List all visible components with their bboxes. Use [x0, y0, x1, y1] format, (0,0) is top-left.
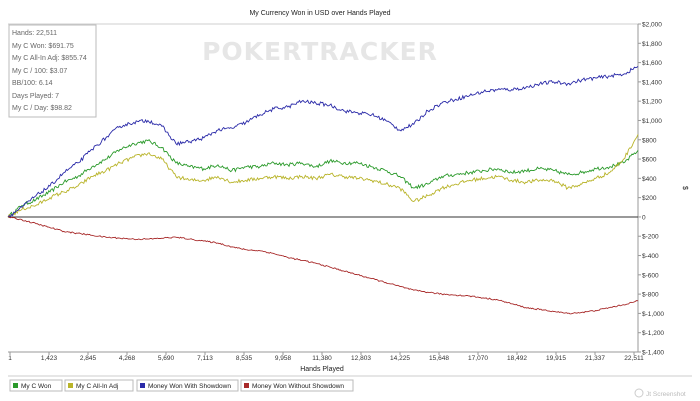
stat-bb-100: BB/100: 6.14 — [12, 80, 53, 87]
plot-frame — [8, 23, 639, 353]
x-tick-label: 12,803 — [351, 355, 371, 362]
stats-box: Hands: 22,511 My C Won: $691.75 My C All… — [8, 24, 97, 118]
y-tick-label: $-400 — [642, 253, 659, 260]
legend-item-my-c-all-in-adj[interactable]: My C All-In Adj — [64, 379, 134, 392]
y-tick-label: $800 — [642, 137, 657, 144]
y-tick-label: $400 — [642, 176, 657, 183]
svg-text:POKERTRACKER: POKERTRACKER — [202, 37, 438, 66]
stat-hands: Hands: 22,511 — [12, 30, 57, 37]
x-tick-label: 22,511 — [624, 355, 644, 362]
svg-text:Jt Screenshot: Jt Screenshot — [646, 391, 686, 398]
y-tick-label: $1,800 — [642, 41, 662, 48]
x-axis-label: Hands Played — [300, 366, 344, 373]
legend-swatch — [68, 383, 73, 388]
stat-won: My C Won: $691.75 — [12, 43, 74, 50]
legend-item-money-won-with-showdown[interactable]: Money Won With Showdown — [136, 379, 239, 392]
x-tick-label: 15,648 — [429, 355, 449, 362]
legend-label: Money Won With Showdown — [148, 383, 231, 390]
legend-label: My C All-In Adj — [76, 383, 118, 390]
x-tick-label: 19,915 — [546, 355, 566, 362]
x-tick-label: 1 — [8, 355, 12, 362]
y-tick-label: $1,400 — [642, 79, 662, 86]
x-tick-label: 17,070 — [468, 355, 488, 362]
legend-label: Money Won Without Showdown — [252, 383, 344, 390]
legend-item-money-won-without-showdown[interactable]: Money Won Without Showdown — [240, 379, 354, 392]
x-tick-label: 2,845 — [80, 355, 97, 362]
series-lines — [7, 66, 639, 315]
x-tick-label: 9,958 — [275, 355, 292, 362]
y-tick-label: $600 — [642, 157, 657, 164]
y-tick-label: $-1,200 — [642, 330, 664, 337]
x-axis: 1 1,423 2,845 4,268 5,690 7,113 8,535 9,958 11,3… — [8, 352, 644, 362]
y-tick-label: $200 — [642, 195, 657, 202]
x-tick-label: 7,113 — [197, 355, 213, 362]
stat-per-100: My C / 100: $3.07 — [12, 68, 67, 75]
series-line-money-won-with-showdown — [7, 66, 639, 218]
x-tick-label: 1,423 — [41, 355, 58, 362]
x-tick-label: 21,337 — [585, 355, 605, 362]
stat-days-played: Days Played: 7 — [12, 93, 59, 100]
legend: My C Won My C All-In Adj Money Won With … — [8, 375, 692, 392]
y-tick-label: $-200 — [642, 234, 659, 241]
y-tick-label: $-1,400 — [642, 350, 664, 357]
legend-swatch — [140, 383, 145, 388]
x-tick-label: 11,380 — [312, 355, 332, 362]
series-line-my-c-won — [7, 139, 639, 219]
pokertracker-logo: POKERTRACKER — [202, 37, 438, 66]
y-tick-label: $1,200 — [642, 99, 662, 106]
y-tick-label: 0 — [642, 214, 646, 221]
y-tick-label: $-600 — [642, 272, 659, 279]
stat-per-day: My C / Day: $98.82 — [12, 105, 72, 112]
watermark: Jt Screenshot — [634, 388, 686, 398]
y-tick-label: $1,600 — [642, 60, 662, 67]
x-tick-label: 18,492 — [507, 355, 527, 362]
y-tick-label: $2,000 — [642, 22, 662, 29]
legend-swatch — [244, 383, 249, 388]
series-line-money-won-without-showdown — [7, 216, 639, 315]
y-tick-label: $1,000 — [642, 118, 662, 125]
x-tick-label: 5,690 — [158, 355, 175, 362]
y-tick-label: $-1,000 — [642, 311, 664, 318]
y-axis-label: $ — [681, 186, 688, 190]
legend-label: My C Won — [21, 383, 52, 390]
stat-allin-adj: My C All-In Adj: $855.74 — [12, 55, 87, 62]
legend-swatch — [13, 383, 18, 388]
y-axis: $2,000 $1,800 $1,600 $1,400 $1,200 $1,000 $800… — [638, 22, 664, 357]
x-tick-label: 14,225 — [390, 355, 410, 362]
x-tick-label: 4,268 — [119, 355, 136, 362]
y-tick-label: $-800 — [642, 292, 659, 299]
x-tick-label: 8,535 — [236, 355, 253, 362]
series-line-my-c-all-in-adj — [7, 134, 639, 218]
legend-item-my-c-won[interactable]: My C Won — [9, 379, 63, 392]
chart-title: My Currency Won in USD over Hands Played — [249, 10, 390, 17]
